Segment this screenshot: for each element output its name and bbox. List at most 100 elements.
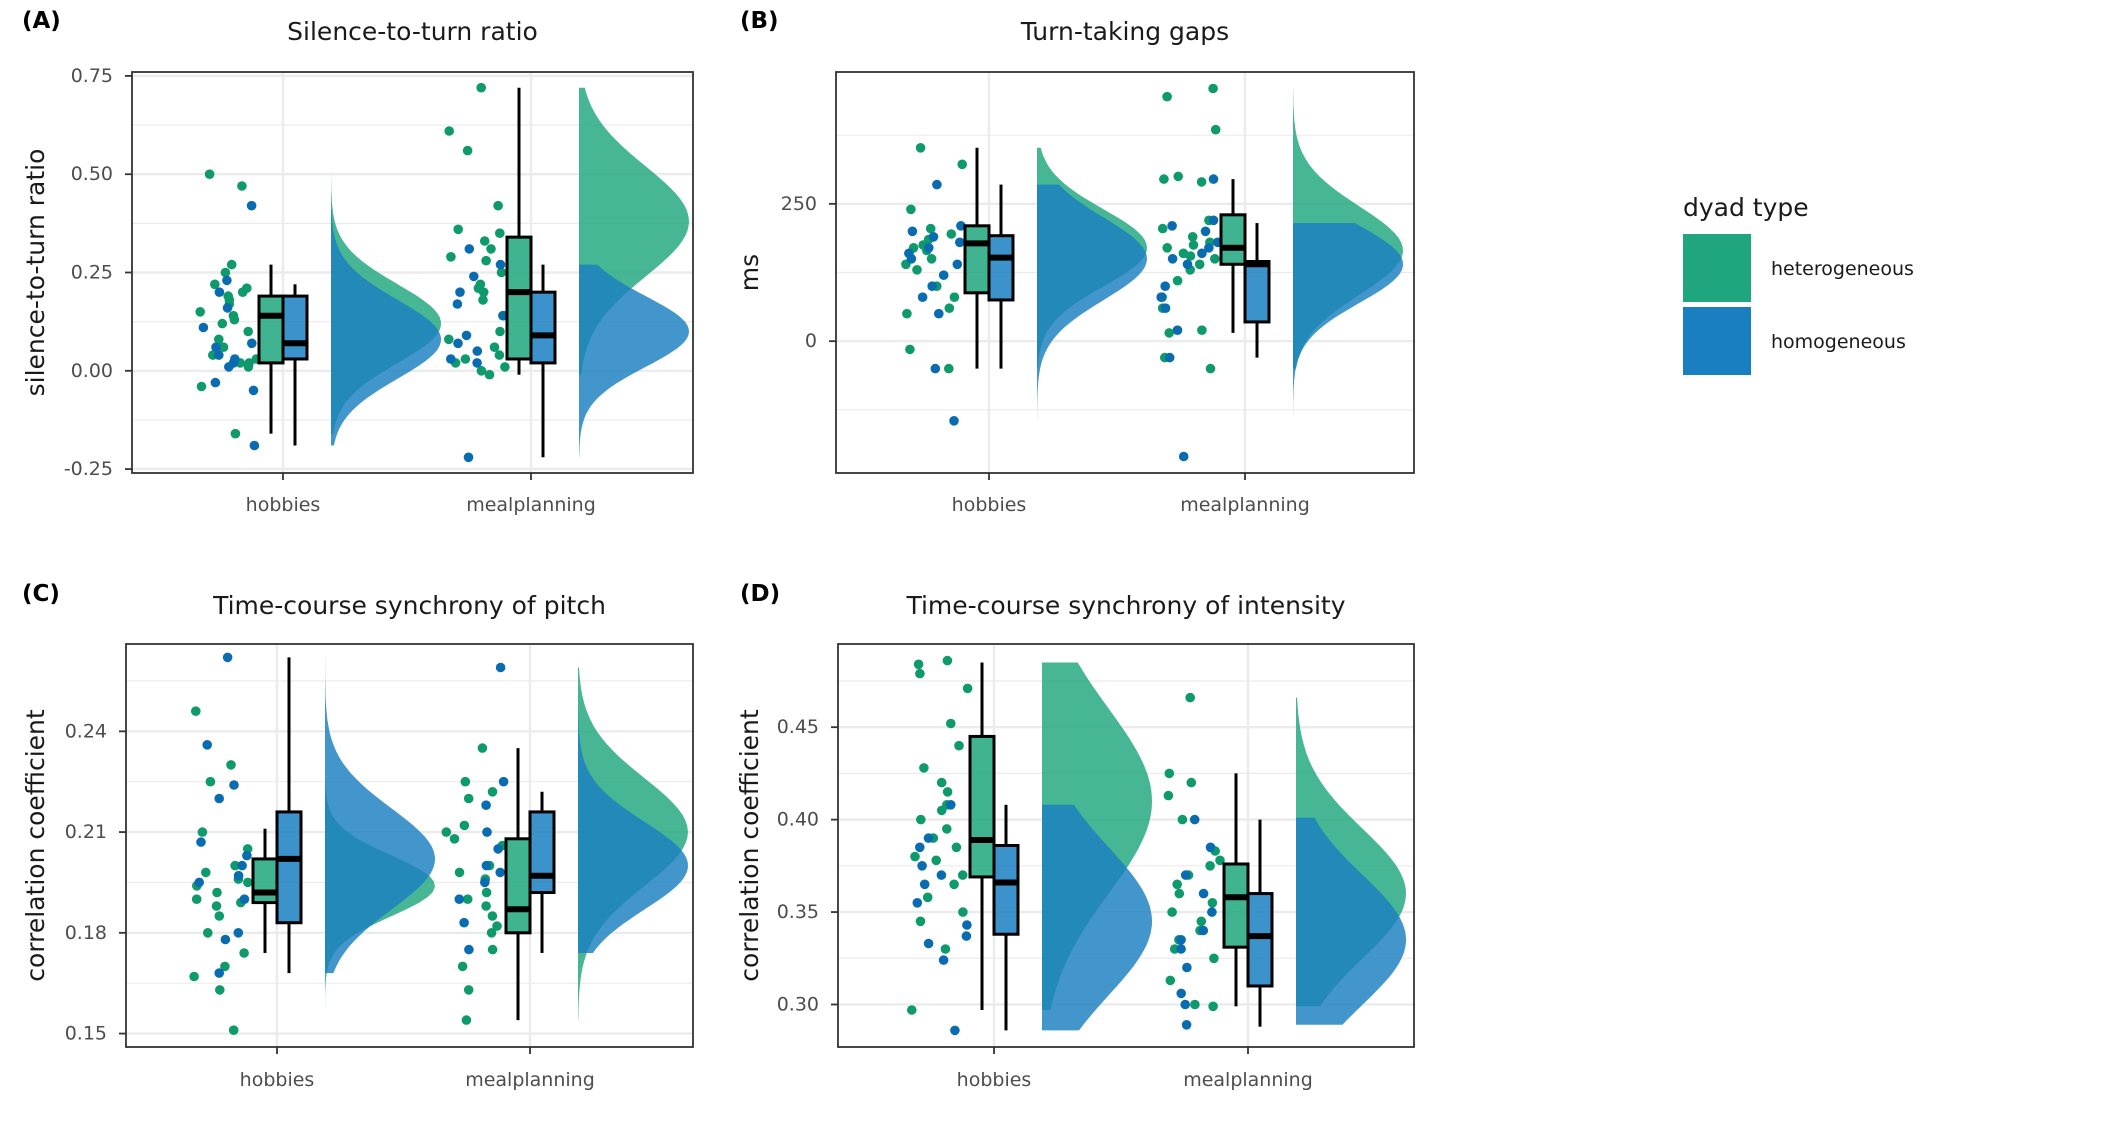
point-heterogeneous-hobbies [922, 892, 933, 903]
point-homogeneous-hobbies [930, 363, 941, 374]
point-heterogeneous-hobbies [239, 948, 249, 958]
legend: dyad type heterogeneous homogeneous [1683, 193, 1914, 375]
x-tick-label-mealplanning: mealplanning [465, 1069, 595, 1091]
density-homogeneous-hobbies [325, 657, 435, 974]
point-heterogeneous-hobbies [912, 265, 922, 275]
point-homogeneous-mealplanning [464, 244, 475, 254]
point-heterogeneous-hobbies [915, 143, 926, 153]
point-heterogeneous-mealplanning [460, 776, 471, 787]
point-heterogeneous-mealplanning [1163, 790, 1174, 801]
point-homogeneous-hobbies [938, 270, 949, 281]
box-homogeneous-mealplanning [529, 290, 557, 365]
point-heterogeneous-hobbies [925, 223, 936, 234]
point-heterogeneous-mealplanning [494, 350, 505, 360]
point-homogeneous-hobbies [946, 800, 956, 810]
point-homogeneous-hobbies [237, 860, 247, 871]
point-homogeneous-mealplanning [1189, 814, 1200, 825]
panel-title: Silence-to-turn ratio [287, 17, 538, 46]
x-tick-label-hobbies: hobbies [240, 1069, 315, 1091]
point-homogeneous-hobbies [210, 377, 221, 388]
point-heterogeneous-hobbies [212, 887, 222, 898]
point-heterogeneous-hobbies [942, 787, 953, 797]
point-heterogeneous-mealplanning [444, 126, 455, 136]
point-homogeneous-hobbies [194, 877, 204, 888]
point-heterogeneous-mealplanning [1196, 916, 1207, 927]
density-homogeneous-hobbies [1037, 184, 1147, 421]
point-heterogeneous-mealplanning [1215, 855, 1225, 866]
x-tick-label-mealplanning: mealplanning [1183, 1069, 1313, 1091]
point-heterogeneous-mealplanning [1162, 243, 1172, 253]
point-homogeneous-hobbies [906, 253, 917, 264]
point-heterogeneous-mealplanning [478, 287, 489, 298]
point-heterogeneous-mealplanning [1172, 275, 1183, 286]
point-homogeneous-hobbies [220, 934, 231, 945]
point-heterogeneous-hobbies [942, 824, 952, 834]
point-heterogeneous-mealplanning [487, 911, 498, 921]
point-heterogeneous-mealplanning [1209, 953, 1219, 964]
point-homogeneous-mealplanning [1182, 259, 1193, 270]
point-homogeneous-hobbies [214, 793, 224, 804]
box-heterogeneous-mealplanning [504, 837, 532, 935]
point-homogeneous-hobbies [222, 652, 233, 663]
point-homogeneous-hobbies [907, 226, 918, 237]
plot-area [901, 83, 1403, 462]
plot-area [195, 82, 689, 463]
point-heterogeneous-mealplanning [496, 267, 507, 278]
point-heterogeneous-mealplanning [1196, 177, 1207, 187]
point-heterogeneous-hobbies [931, 855, 941, 866]
point-heterogeneous-hobbies [957, 870, 968, 880]
point-heterogeneous-mealplanning [449, 834, 460, 844]
point-homogeneous-hobbies [196, 837, 206, 847]
point-heterogeneous-mealplanning [1173, 171, 1183, 182]
density-homogeneous-mealplanning [1296, 817, 1406, 1025]
point-homogeneous-mealplanning [446, 354, 456, 364]
box-homogeneous-hobbies [992, 844, 1020, 936]
box-heterogeneous-hobbies [257, 294, 285, 365]
legend-label-homogeneous: homogeneous [1771, 331, 1906, 353]
point-heterogeneous-hobbies [230, 428, 241, 439]
density-homogeneous-hobbies [331, 205, 441, 446]
y-axis-title: correlation coefficient [21, 709, 50, 982]
point-heterogeneous-hobbies [230, 860, 240, 871]
point-heterogeneous-mealplanning [492, 921, 502, 931]
point-homogeneous-mealplanning [461, 330, 472, 341]
point-homogeneous-mealplanning [1198, 888, 1209, 899]
point-heterogeneous-hobbies [226, 259, 237, 270]
point-homogeneous-mealplanning [1160, 281, 1170, 292]
box-heterogeneous-hobbies [963, 224, 991, 295]
panel-tag: (A) [22, 8, 61, 34]
y-tick-label: 0.35 [777, 901, 819, 923]
point-homogeneous-hobbies [961, 931, 972, 941]
panel-tag: (B) [740, 8, 779, 34]
point-heterogeneous-hobbies [204, 169, 215, 179]
point-homogeneous-hobbies [247, 338, 257, 349]
point-homogeneous-mealplanning [493, 844, 503, 854]
point-heterogeneous-mealplanning [453, 224, 464, 235]
point-heterogeneous-mealplanning [1210, 124, 1221, 135]
point-homogeneous-hobbies [955, 237, 965, 248]
point-heterogeneous-mealplanning [1185, 251, 1196, 261]
point-heterogeneous-hobbies [907, 1005, 917, 1015]
point-heterogeneous-hobbies [205, 776, 216, 787]
point-homogeneous-mealplanning [1204, 243, 1214, 253]
point-heterogeneous-mealplanning [1205, 363, 1216, 374]
point-homogeneous-mealplanning [481, 800, 491, 810]
point-homogeneous-hobbies [915, 842, 925, 853]
point-heterogeneous-hobbies [913, 659, 924, 670]
point-homogeneous-hobbies [912, 898, 923, 908]
point-heterogeneous-hobbies [962, 683, 973, 694]
y-tick-label: 0.00 [71, 360, 113, 382]
point-homogeneous-mealplanning [1197, 248, 1207, 259]
point-heterogeneous-hobbies [905, 344, 915, 355]
box-heterogeneous-mealplanning [505, 235, 533, 361]
x-tick-label-mealplanning: mealplanning [466, 494, 596, 516]
point-heterogeneous-mealplanning [493, 200, 503, 211]
point-heterogeneous-mealplanning [1159, 174, 1169, 184]
legend-swatch-homogeneous [1683, 307, 1751, 375]
point-heterogeneous-hobbies [916, 814, 926, 825]
point-heterogeneous-hobbies [926, 253, 937, 264]
point-heterogeneous-hobbies [214, 334, 224, 345]
point-homogeneous-hobbies [924, 243, 934, 253]
y-tick-label: 250 [781, 193, 817, 215]
point-heterogeneous-mealplanning [1167, 907, 1177, 917]
